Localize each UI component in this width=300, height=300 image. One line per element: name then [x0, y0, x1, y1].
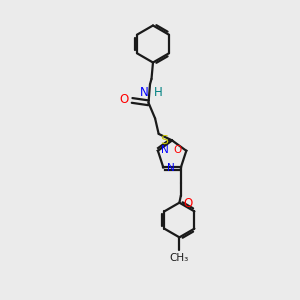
Text: N: N	[161, 145, 169, 155]
Text: S: S	[160, 134, 168, 148]
Text: N: N	[167, 163, 175, 173]
Text: O: O	[183, 197, 193, 210]
Text: N: N	[140, 85, 148, 98]
Text: H: H	[154, 85, 162, 98]
Text: CH₃: CH₃	[170, 254, 189, 263]
Text: O: O	[174, 145, 182, 155]
Text: O: O	[120, 93, 129, 106]
